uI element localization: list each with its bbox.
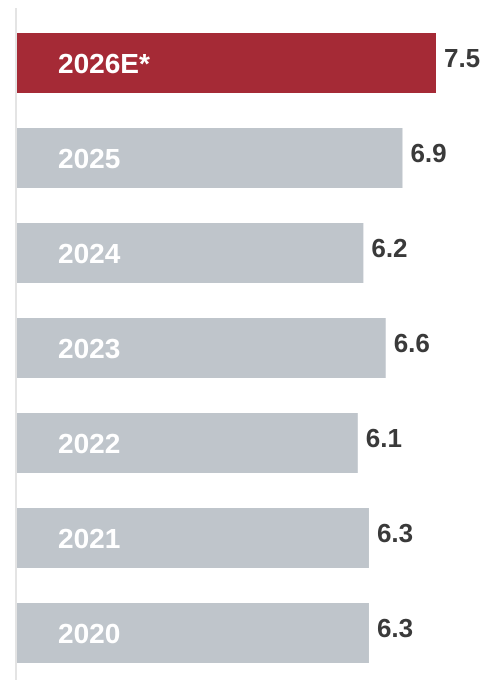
bar-2024 (17, 223, 364, 283)
value-label: 6.6 (394, 328, 430, 358)
category-label: 2022 (58, 428, 120, 459)
bar-2020 (17, 603, 369, 663)
category-label: 2020 (58, 618, 120, 649)
bar-2022 (17, 413, 358, 473)
value-label: 6.2 (371, 233, 407, 263)
bar-2023 (17, 318, 386, 378)
category-label: 2021 (58, 523, 120, 554)
value-label: 6.9 (410, 138, 446, 168)
bar-2026e (17, 33, 436, 93)
value-label: 6.1 (366, 423, 402, 453)
category-label: 2026E* (58, 48, 150, 79)
value-label: 6.3 (377, 613, 413, 643)
bar-2021 (17, 508, 369, 568)
value-label: 6.3 (377, 518, 413, 548)
category-label: 2023 (58, 333, 120, 364)
category-label: 2025 (58, 143, 120, 174)
bar-group: 2026E* 7.5 2025 6.9 2024 6.2 2023 6.6 2022 6.1 202… (17, 33, 480, 663)
value-label: 7.5 (444, 43, 480, 73)
category-label: 2024 (58, 238, 121, 269)
bar-2025 (17, 128, 403, 188)
